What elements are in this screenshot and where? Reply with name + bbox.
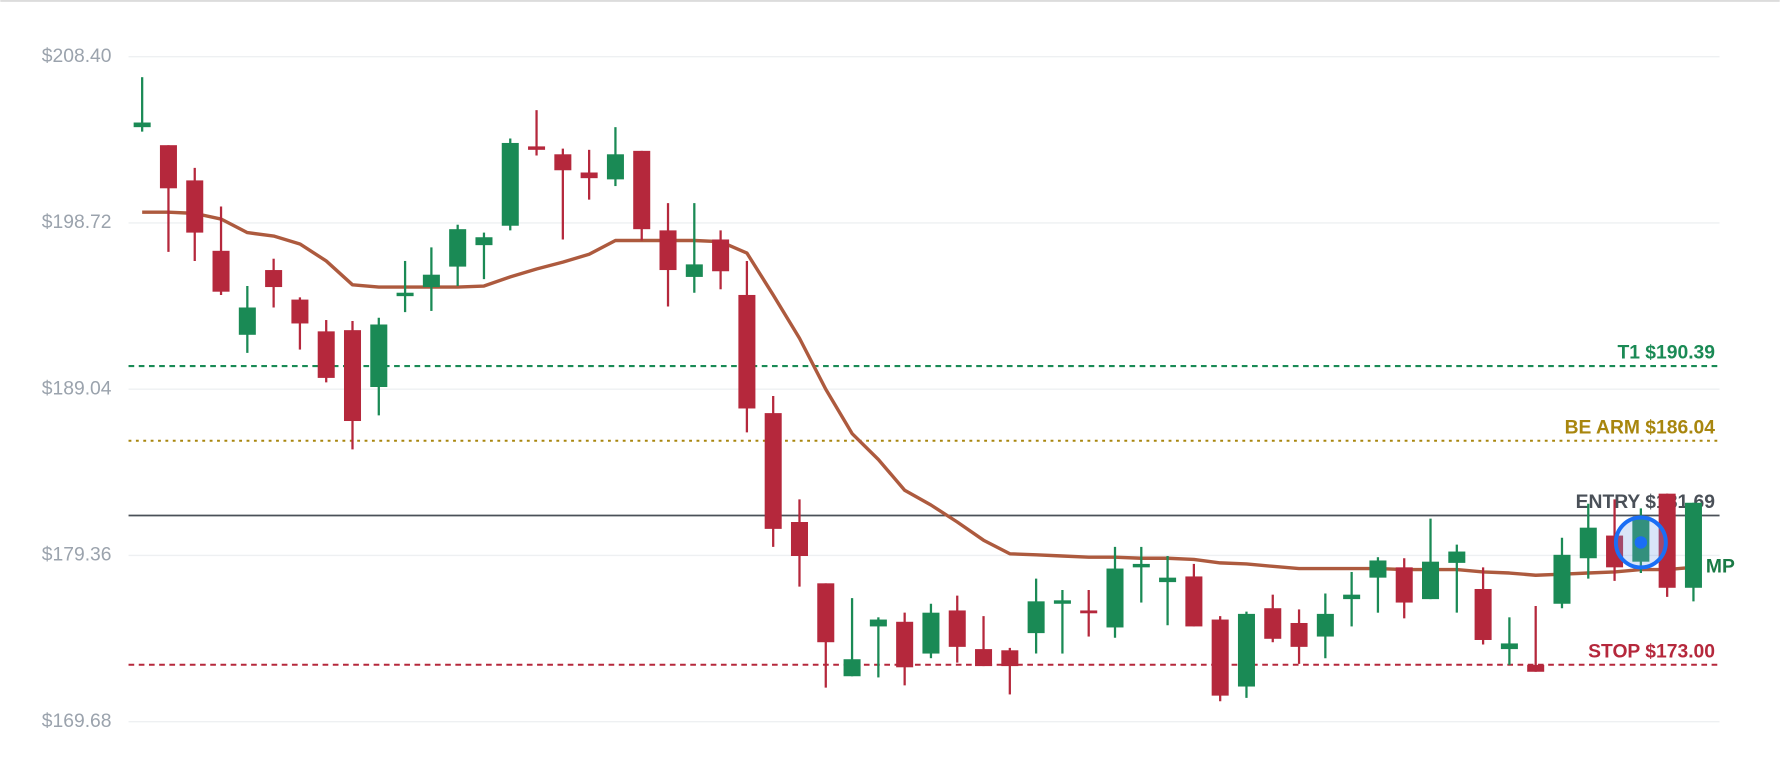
candle-body xyxy=(528,146,546,150)
candle-body xyxy=(1290,622,1308,647)
candle-body xyxy=(1448,551,1466,563)
candle-body xyxy=(159,145,177,189)
candle-body xyxy=(896,621,914,668)
y-tick-label: $198.72 xyxy=(42,212,112,233)
candle-body xyxy=(317,331,335,378)
candle-body xyxy=(501,142,519,226)
candle-body xyxy=(764,413,782,529)
candle-body xyxy=(948,610,966,647)
levels: T1 $190.39 BE ARM $186.04 ENTRY $181.69 STO… xyxy=(128,343,1720,666)
candle-body xyxy=(449,229,467,267)
level-label: ENTRY $181.69 xyxy=(1576,492,1715,513)
candle-body xyxy=(370,324,388,388)
candle-body xyxy=(1001,650,1019,667)
candle-body xyxy=(580,172,598,179)
candle-body xyxy=(422,274,440,288)
candle-body xyxy=(1264,608,1282,639)
y-tick-label: $189.04 xyxy=(42,378,112,399)
candle-body xyxy=(291,299,309,324)
candle-body xyxy=(685,264,703,277)
candle-body xyxy=(790,522,808,557)
candle-body xyxy=(922,612,940,654)
candle-body xyxy=(1422,561,1440,600)
candle-body xyxy=(975,649,993,667)
candle-body xyxy=(1027,601,1045,634)
candle-body xyxy=(1132,563,1150,568)
candle-body xyxy=(1553,554,1571,604)
candle-body xyxy=(475,237,493,246)
moving-average xyxy=(142,210,1694,577)
candle-body xyxy=(869,619,887,627)
candle-body xyxy=(1316,613,1334,637)
price-marker-dot xyxy=(1634,536,1648,549)
level-label: BE ARM $186.04 xyxy=(1565,417,1716,438)
y-tick-label: $208.40 xyxy=(42,46,112,67)
y-tick-label: $169.68 xyxy=(42,711,112,732)
candle-body xyxy=(1159,577,1177,583)
candle-body xyxy=(265,270,283,288)
price-label: MP xyxy=(1706,556,1735,577)
candle-body xyxy=(633,150,651,230)
candle-body xyxy=(1185,576,1203,627)
candle-body xyxy=(1053,600,1071,604)
candle-body xyxy=(238,307,256,335)
candle-body xyxy=(738,294,756,409)
candle-body xyxy=(1369,560,1387,578)
candle-body xyxy=(1395,567,1413,603)
overlay: MP xyxy=(1613,515,1735,577)
candle-body xyxy=(1527,664,1545,672)
level-label: T1 $190.39 xyxy=(1617,343,1715,364)
candle-body xyxy=(843,659,861,677)
level-label: STOP $173.00 xyxy=(1588,641,1715,662)
candle-body xyxy=(659,230,677,271)
candle-body xyxy=(606,154,624,180)
candle-body xyxy=(1211,619,1229,696)
candle-body xyxy=(817,583,835,643)
candle-body xyxy=(186,180,204,233)
candle-body xyxy=(1343,594,1361,600)
candle-body xyxy=(554,154,572,171)
grid: $208.40 $198.72 $189.04 $179.36 $169.68 xyxy=(42,46,1720,732)
candle-body xyxy=(1684,502,1702,588)
ma-line xyxy=(142,210,1694,577)
candle-body xyxy=(1237,613,1255,687)
candles xyxy=(133,77,1702,702)
candle-body xyxy=(1579,527,1597,559)
candle-body xyxy=(1080,610,1098,614)
y-tick-label: $179.36 xyxy=(42,545,112,566)
candle-body xyxy=(712,239,730,272)
candle-body xyxy=(343,330,362,422)
candle-body xyxy=(1106,568,1124,628)
candle-body xyxy=(133,122,151,128)
candle-body xyxy=(212,250,230,292)
candle-body xyxy=(396,292,414,297)
candle-body xyxy=(1606,535,1624,568)
candle-body xyxy=(1474,588,1492,640)
candle-body xyxy=(1500,643,1518,650)
